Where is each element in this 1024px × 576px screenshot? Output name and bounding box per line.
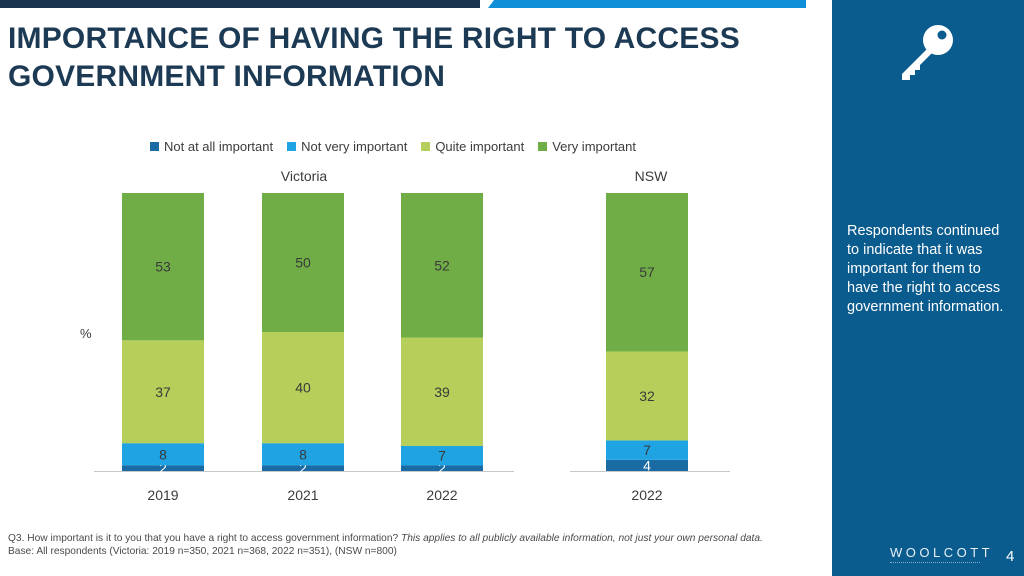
data-label: 4 — [643, 457, 651, 473]
data-label: 53 — [155, 259, 171, 275]
legend-label: Quite important — [435, 139, 525, 154]
footnote-base: Base: All respondents (Victoria: 2019 n=… — [8, 546, 397, 557]
bar-segment — [122, 340, 204, 444]
data-label: 52 — [434, 257, 450, 273]
data-label: 8 — [299, 446, 307, 462]
data-label: 37 — [155, 384, 171, 400]
bar-segment — [401, 337, 483, 446]
data-label: 39 — [434, 384, 450, 400]
data-label: 7 — [438, 448, 446, 464]
legend-item: Quite important — [421, 139, 524, 154]
x-tick-label: 2022 — [426, 487, 457, 503]
top-accent-bar — [0, 0, 480, 8]
data-label: 32 — [639, 388, 655, 404]
legend-label: Very important — [552, 139, 637, 154]
bar-segment — [401, 465, 483, 471]
legend-item: Very important — [538, 139, 636, 154]
x-tick-label: 2022 — [631, 487, 662, 503]
bar-segment — [122, 465, 204, 471]
page-title: IMPORTANCE OF HAVING THE RIGHT TO ACCESS… — [8, 22, 740, 93]
footnote: Q3. How important is it to you that you … — [8, 532, 768, 558]
data-label: 40 — [295, 380, 311, 396]
data-label: 8 — [159, 446, 167, 462]
bar-segment — [401, 445, 483, 466]
y-axis-label: % — [80, 326, 92, 341]
bar-segment — [122, 193, 204, 341]
bar-segment — [401, 193, 483, 338]
data-label: 2 — [299, 460, 307, 476]
bar-segment — [122, 443, 204, 466]
group-label-nsw: NSW — [634, 168, 668, 184]
x-tick-label: 2021 — [287, 487, 318, 503]
bar-segment — [606, 440, 688, 460]
bar-segment — [262, 193, 344, 332]
bar-segment — [262, 332, 344, 444]
footnote-question-note: This applies to all publicly available i… — [401, 533, 763, 544]
bar-segment — [606, 459, 688, 471]
bar-segment — [262, 443, 344, 466]
legend-item: Not at all important — [150, 139, 273, 154]
key-icon — [902, 25, 953, 80]
legend-swatch — [287, 142, 297, 151]
footnote-question-text: Q3. How important is it to you that you … — [8, 533, 399, 544]
data-label: 57 — [639, 264, 655, 280]
bar-segment — [262, 465, 344, 471]
legend-label: Not at all important — [164, 139, 274, 154]
data-label: 2 — [159, 460, 167, 476]
woolcott-logo: WOOLCOTT — [890, 545, 994, 560]
bar-segment — [606, 193, 688, 352]
legend-item: Not very important — [287, 139, 407, 154]
x-tick-label: 2019 — [147, 487, 178, 503]
side-panel — [832, 0, 1024, 576]
side-panel-text: Respondents continued to indicate that i… — [847, 223, 1004, 315]
bar-segment — [606, 351, 688, 441]
footnote-question: Q3. How important is it to you that you … — [8, 532, 768, 545]
group-label-victoria: Victoria — [280, 168, 328, 184]
legend-label: Not very important — [301, 139, 408, 154]
data-label: 7 — [643, 442, 651, 458]
data-label: 50 — [295, 255, 311, 271]
page-number: 4 — [1006, 548, 1015, 565]
legend-swatch — [421, 142, 431, 151]
top-accent-stripe — [488, 0, 806, 8]
legend-swatch — [538, 142, 548, 151]
chart-legend: Not at all important Not very important … — [150, 139, 636, 154]
legend-swatch — [150, 142, 159, 151]
data-label: 2 — [438, 460, 446, 476]
logo-underline — [890, 562, 980, 565]
